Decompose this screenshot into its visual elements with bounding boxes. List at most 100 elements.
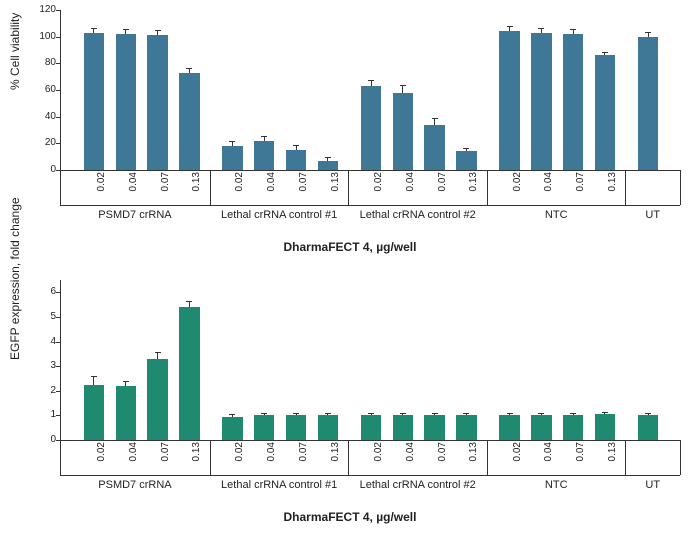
ytick-label: 6	[30, 286, 56, 297]
bar	[638, 37, 658, 170]
bar	[531, 415, 551, 440]
error-bar	[541, 29, 542, 33]
error-cap	[507, 26, 513, 27]
xlabel-top: DharmaFECT 4, µg/well	[0, 240, 700, 254]
error-cap	[645, 32, 651, 33]
error-cap	[538, 413, 544, 414]
xtick-label: 0.02	[512, 442, 523, 472]
xtick-label: 0.07	[160, 172, 171, 202]
error-bar	[232, 415, 233, 416]
error-cap	[293, 145, 299, 146]
ytick-label: 120	[30, 4, 56, 15]
error-cap	[261, 413, 267, 414]
group-separator	[680, 170, 681, 205]
error-cap	[325, 413, 331, 414]
ylabel-bot: EGFP expression, fold change	[8, 197, 22, 360]
error-cap	[293, 413, 299, 414]
xtick-label: 0.07	[298, 442, 309, 472]
error-bar	[264, 414, 265, 415]
error-cap	[570, 413, 576, 414]
xtick-label: 0.02	[234, 172, 245, 202]
xtick-label: 0.04	[266, 442, 277, 472]
xtick-label: 0.02	[96, 172, 107, 202]
error-bar	[648, 414, 649, 415]
bar	[393, 93, 413, 170]
group-separator	[210, 170, 211, 205]
error-bar	[573, 414, 574, 415]
ytick-mark	[56, 342, 60, 343]
bar	[424, 125, 444, 170]
error-cap	[432, 413, 438, 414]
error-bar	[371, 414, 372, 415]
group-separator	[60, 170, 61, 205]
ytick-mark	[56, 440, 60, 441]
group-label: PSMD7 crRNA	[60, 209, 210, 221]
error-bar	[648, 33, 649, 37]
xtick-label: 0.13	[330, 442, 341, 472]
error-cap	[91, 376, 97, 377]
error-cap	[507, 413, 513, 414]
bar	[638, 415, 658, 440]
bar	[179, 307, 199, 440]
error-cap	[155, 30, 161, 31]
bar	[595, 414, 615, 440]
error-cap	[400, 413, 406, 414]
ytick-mark	[56, 366, 60, 367]
error-bar	[466, 414, 467, 415]
error-bar	[604, 413, 605, 414]
error-bar	[402, 414, 403, 415]
error-cap	[645, 413, 651, 414]
group-label: UT	[625, 209, 680, 221]
xtick-label: 0.13	[607, 172, 618, 202]
bar	[222, 417, 242, 440]
error-bar	[296, 146, 297, 150]
error-cap	[261, 136, 267, 137]
error-cap	[368, 80, 374, 81]
bar	[116, 386, 136, 440]
plot-area-top	[60, 10, 681, 171]
bar	[286, 415, 306, 440]
group-separator	[625, 170, 626, 205]
bar	[456, 151, 476, 170]
error-cap	[325, 157, 331, 158]
group-separator	[680, 440, 681, 475]
xtick-label: 0.07	[575, 172, 586, 202]
error-bar	[264, 137, 265, 141]
xtick-label: 0.07	[298, 172, 309, 202]
error-cap	[602, 412, 608, 413]
bar	[499, 31, 519, 170]
ytick-mark	[56, 117, 60, 118]
ytick-label: 1	[30, 409, 56, 420]
error-bar	[466, 149, 467, 152]
xtick-label: 0.02	[512, 172, 523, 202]
error-bar	[573, 30, 574, 34]
ytick-mark	[56, 415, 60, 416]
xtick-label: 0.04	[543, 442, 554, 472]
xtick-label: 0.04	[405, 172, 416, 202]
error-cap	[155, 352, 161, 353]
xtick-label: 0.07	[437, 172, 448, 202]
error-cap	[602, 52, 608, 53]
bar	[318, 161, 338, 170]
group-separator	[625, 440, 626, 475]
error-bar	[327, 158, 328, 161]
error-bar	[509, 27, 510, 31]
xtick-label: 0.04	[266, 172, 277, 202]
xlabel-bot: DharmaFECT 4, µg/well	[0, 510, 700, 524]
error-cap	[538, 28, 544, 29]
xtick-label: 0.13	[468, 442, 479, 472]
error-bar	[604, 53, 605, 56]
bar	[318, 415, 338, 440]
bar	[499, 415, 519, 440]
bar	[286, 150, 306, 170]
ytick-label: 0	[30, 434, 56, 445]
error-bar	[125, 30, 126, 34]
ytick-label: 5	[30, 311, 56, 322]
group-baseline	[60, 205, 680, 206]
error-bar	[402, 86, 403, 93]
bar	[147, 35, 167, 170]
ytick-label: 100	[30, 31, 56, 42]
error-cap	[91, 28, 97, 29]
error-cap	[400, 85, 406, 86]
error-cap	[123, 29, 129, 30]
